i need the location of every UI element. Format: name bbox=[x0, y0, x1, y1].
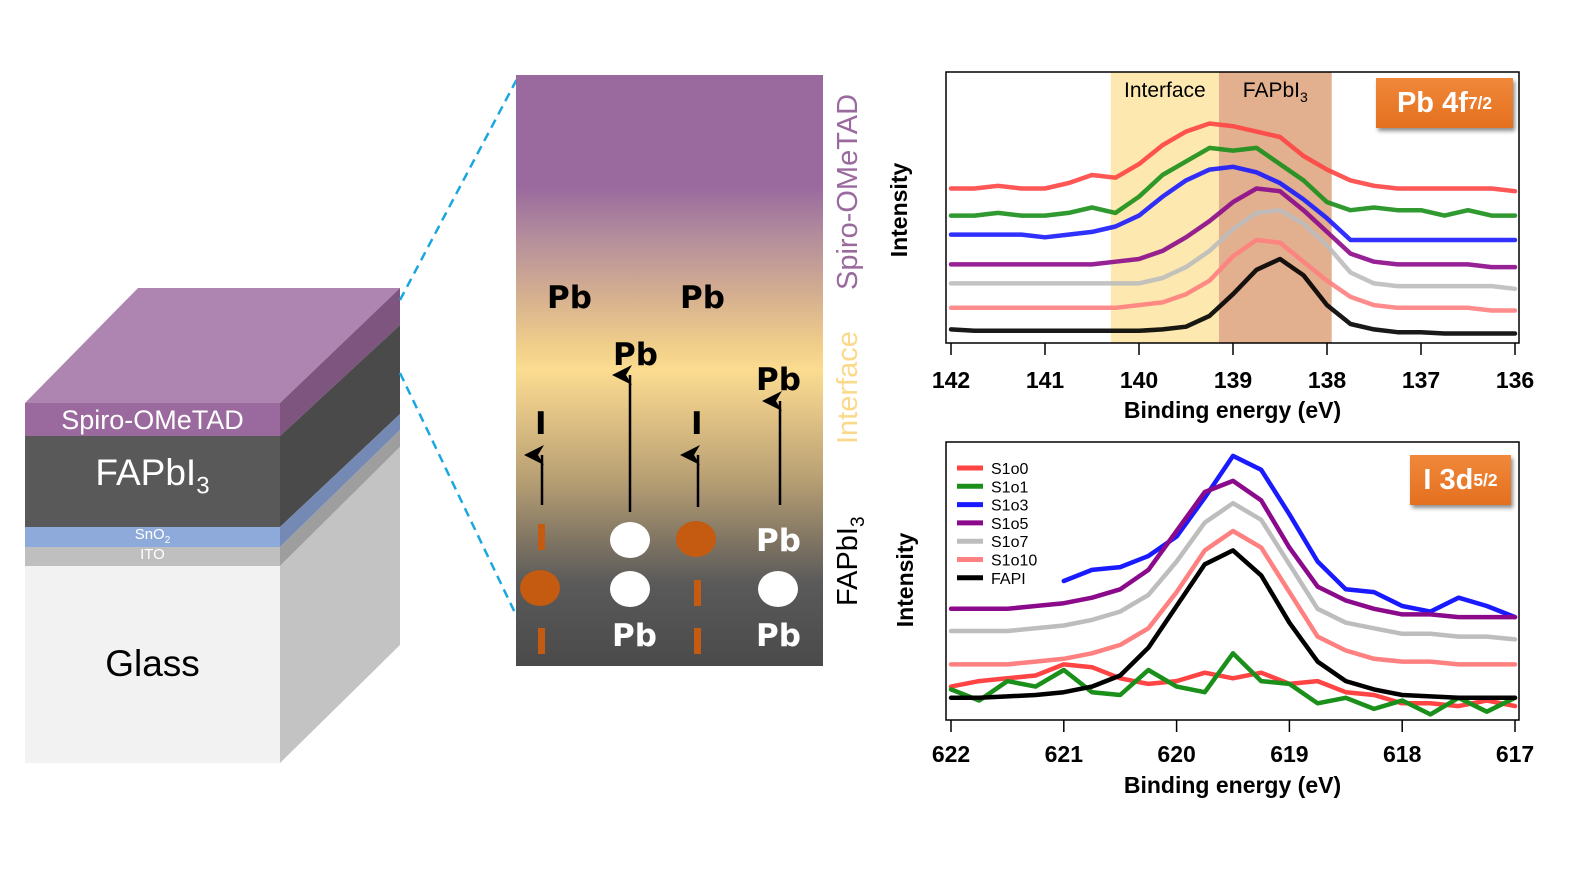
region-label: FAPbI3 bbox=[1243, 79, 1308, 105]
series-line-s1o5 bbox=[948, 478, 1518, 620]
spiro-side-face bbox=[280, 288, 400, 436]
series-line-s1o1 bbox=[948, 145, 1518, 218]
fapbi3-side-face bbox=[280, 325, 400, 527]
iodide-dash bbox=[538, 524, 545, 550]
series-line-s1o0 bbox=[948, 662, 1518, 709]
i-label-migrated: I bbox=[691, 406, 703, 442]
zoom-line-bottom bbox=[398, 372, 519, 618]
series-line-s1o7 bbox=[948, 207, 1518, 292]
fapbi3-sub: 3 bbox=[196, 472, 210, 500]
pb-label-lattice: Pb bbox=[756, 523, 801, 559]
i-label-migrated: I bbox=[535, 406, 547, 442]
pb-4f-title-badge: Pb 4f 7/2 bbox=[1376, 78, 1513, 128]
legend-label: S1o7 bbox=[991, 534, 1028, 551]
pb-label-migrated: Pb bbox=[680, 280, 725, 316]
iodide-dash bbox=[694, 580, 701, 606]
x-tick-label: 138 bbox=[1308, 367, 1347, 393]
sno2-layer-label: SnO2 bbox=[25, 527, 280, 549]
series-line-s1o10 bbox=[948, 528, 1518, 667]
pb-label-lattice: Pb bbox=[612, 618, 657, 654]
legend-label: S1o1 bbox=[991, 479, 1028, 496]
series-line-fapi bbox=[948, 548, 1518, 701]
pb-label-migrated: Pb bbox=[756, 362, 801, 398]
spiro-front-face bbox=[25, 403, 280, 437]
spiro-top-face bbox=[25, 288, 400, 403]
x-tick-label: 137 bbox=[1402, 367, 1440, 393]
legend-label: S1o3 bbox=[991, 498, 1028, 515]
badge-sub: 5/2 bbox=[1473, 469, 1498, 490]
x-tick-label: 619 bbox=[1270, 741, 1308, 767]
badge-main: Pb 4f bbox=[1396, 86, 1468, 119]
series-line-s1o1 bbox=[948, 651, 1518, 717]
x-tick-label: 621 bbox=[1045, 741, 1084, 767]
x-axis-label: Binding energy (eV) bbox=[1124, 772, 1341, 798]
glass-layer-label: Glass bbox=[105, 643, 200, 684]
ito-side-face bbox=[280, 430, 400, 566]
y-axis-label: Intensity bbox=[886, 163, 912, 258]
legend-label: S1o0 bbox=[991, 461, 1028, 478]
x-tick-label: 620 bbox=[1157, 741, 1195, 767]
x-tick-label: 139 bbox=[1214, 367, 1252, 393]
sno2-sub: 2 bbox=[164, 535, 171, 546]
plot-frame bbox=[945, 441, 1520, 721]
iodide-ion bbox=[520, 570, 560, 606]
series-line-s1o3 bbox=[948, 164, 1518, 243]
legend-label: FAPI bbox=[991, 571, 1026, 588]
series-line-s1o0 bbox=[948, 121, 1518, 194]
migration-overlay bbox=[520, 365, 798, 654]
fapbi3-layer-label: FAPbI3 bbox=[25, 452, 280, 500]
iodide-ion bbox=[676, 521, 716, 557]
region-label: Interface bbox=[1124, 79, 1206, 102]
x-tick-label: 136 bbox=[1496, 367, 1534, 393]
ito-layer-label: ITO bbox=[140, 546, 165, 563]
sno2-side-face bbox=[280, 414, 400, 547]
legend-label: S1o5 bbox=[991, 516, 1028, 533]
iodide-dash bbox=[538, 628, 545, 654]
series-line-s1o7 bbox=[948, 500, 1518, 642]
sno2-main: SnO bbox=[134, 526, 165, 543]
lead-ion bbox=[758, 571, 798, 607]
i-3d-title-badge: I 3d 5/2 bbox=[1410, 455, 1511, 505]
glass-side-face bbox=[280, 447, 400, 763]
series-line-s1o3 bbox=[1061, 453, 1518, 620]
series-line-s1o10 bbox=[948, 237, 1518, 313]
x-tick-label: 140 bbox=[1120, 367, 1158, 393]
pb-label-lattice: Pb bbox=[756, 618, 801, 654]
badge-sub: 7/2 bbox=[1467, 92, 1493, 113]
interface-zoom-panel bbox=[516, 75, 823, 666]
x-axis-label: Binding energy (eV) bbox=[1124, 397, 1341, 423]
sno2-front-face bbox=[25, 527, 280, 547]
fapbi3-front-face bbox=[25, 436, 280, 527]
badge-main: I 3d bbox=[1423, 463, 1474, 496]
x-tick-label: 617 bbox=[1496, 741, 1534, 767]
y-axis-label: Intensity bbox=[892, 533, 918, 628]
lead-ion bbox=[610, 522, 650, 558]
shaded-region-interface bbox=[1110, 72, 1219, 343]
ito-front-face bbox=[25, 547, 280, 566]
fapbi3-main: FAPbI bbox=[95, 452, 197, 493]
iodide-dash bbox=[694, 628, 701, 654]
x-tick-label: 141 bbox=[1026, 367, 1065, 393]
legend-label: S1o10 bbox=[991, 553, 1037, 570]
x-tick-label: 142 bbox=[932, 367, 970, 393]
spiro-layer-label: Spiro-OMeTAD bbox=[61, 405, 244, 435]
x-tick-label: 618 bbox=[1383, 741, 1422, 767]
series-line-s1o5 bbox=[948, 186, 1518, 270]
glass-front-face bbox=[25, 566, 280, 763]
pb-label-migrated: Pb bbox=[547, 280, 592, 316]
zoom-line-top bbox=[398, 78, 519, 301]
series-line-fapi bbox=[948, 256, 1518, 336]
x-tick-label: 622 bbox=[932, 741, 970, 767]
lead-ion bbox=[610, 571, 650, 607]
pb-label-migrated: Pb bbox=[613, 337, 658, 373]
